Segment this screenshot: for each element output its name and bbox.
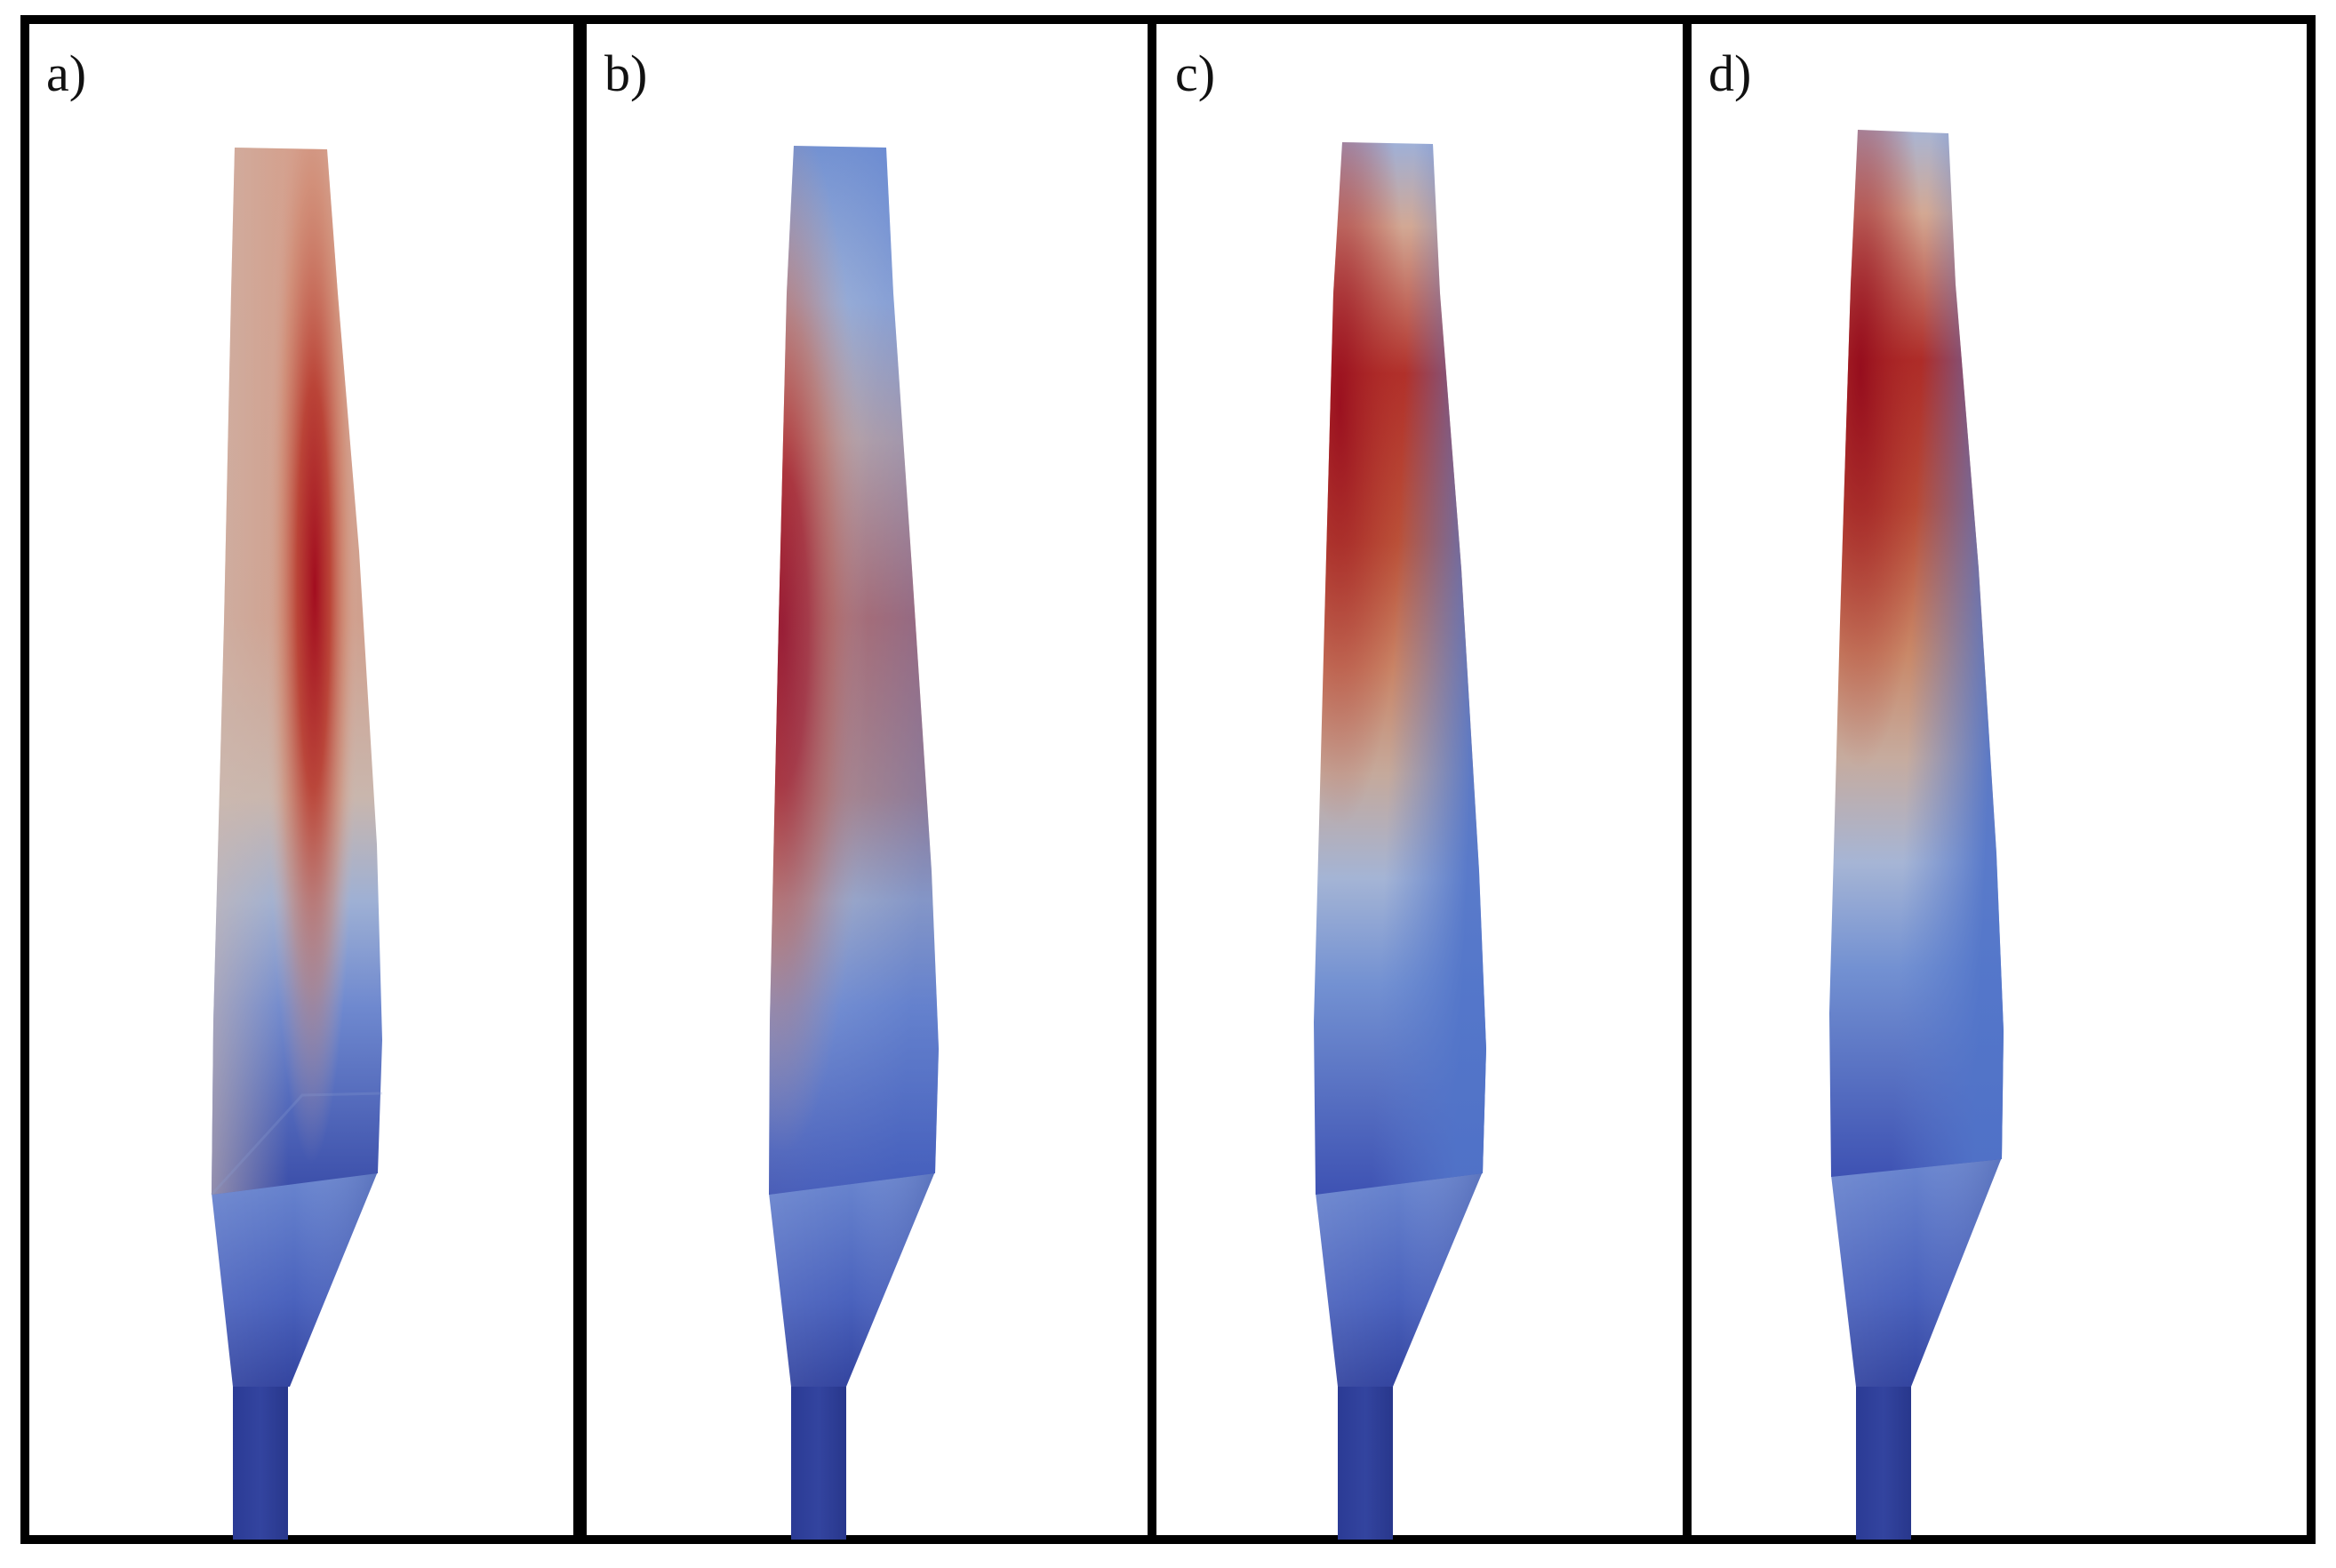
panel-b-blade: [769, 146, 939, 1540]
panel-d-frame: [1683, 15, 2316, 1544]
panel-b: b): [578, 15, 1156, 1544]
panel-b-shaft: [791, 1382, 846, 1540]
panel-d-shaft: [1856, 1382, 1911, 1540]
panel-d-blade: [1829, 130, 2004, 1540]
panel-c-label: c): [1175, 44, 1215, 102]
panel-b-label: b): [604, 44, 647, 102]
panel-a-label: a): [46, 44, 86, 102]
panel-d: d): [1683, 15, 2316, 1544]
panel-a-shaft: [233, 1382, 288, 1540]
panel-d-label: d): [1708, 44, 1751, 102]
panel-c-shaft: [1338, 1382, 1393, 1540]
panel-c-blade: [1314, 142, 1486, 1540]
panel-c: c): [1148, 15, 1692, 1544]
panel-a: a): [20, 15, 582, 1544]
panel-a-blade: [210, 148, 383, 1540]
